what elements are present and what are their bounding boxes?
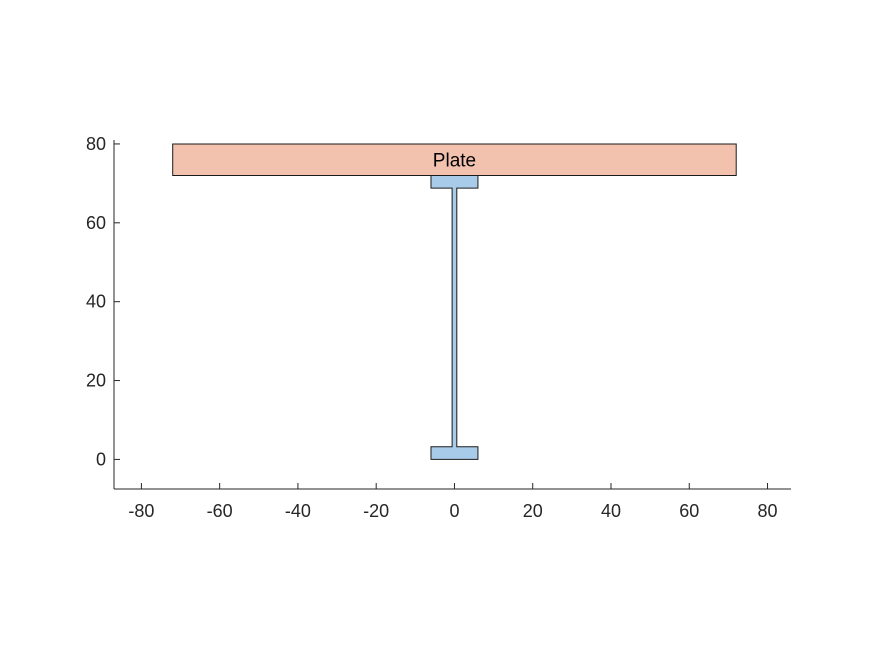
x-tick-label: 80: [758, 501, 778, 521]
i-beam-shape: [430, 174, 479, 460]
x-tick-label: 40: [601, 501, 621, 521]
y-tick-label: 40: [86, 292, 106, 312]
x-tick-label: 0: [449, 501, 459, 521]
plate-label: Plate: [433, 151, 476, 172]
plate-shape: [172, 143, 737, 176]
x-tick-label: -80: [128, 501, 154, 521]
x-tick-label: -60: [207, 501, 233, 521]
x-tick-label: 60: [679, 501, 699, 521]
shape-labels: Plate: [433, 151, 476, 172]
y-ticks: 0 20 40 60 80: [86, 134, 120, 469]
y-tick-label: 60: [86, 213, 106, 233]
x-tick-label: -40: [285, 501, 311, 521]
y-tick-label: 0: [96, 449, 106, 469]
x-tick-label: 20: [523, 501, 543, 521]
axes-layer: [113, 140, 791, 490]
x-ticks: -80 -60 -40 -20 0 20 40 60 80: [128, 483, 778, 521]
y-tick-label: 80: [86, 134, 106, 154]
y-tick-label: 20: [86, 371, 106, 391]
shapes-layer: [172, 143, 737, 460]
x-tick-label: -20: [363, 501, 389, 521]
